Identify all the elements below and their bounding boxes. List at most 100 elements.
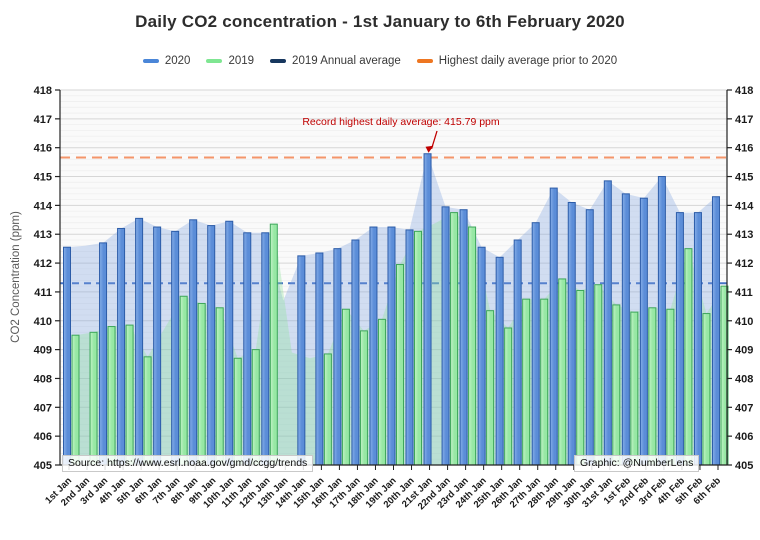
bar-2020-28th-jan xyxy=(549,187,558,466)
bar-2020-29th-jan xyxy=(567,202,576,466)
bar-2019-26th-jan xyxy=(522,298,531,466)
y-tick-label: 412 xyxy=(34,258,52,270)
bar-2019-27th-jan xyxy=(540,298,549,466)
bar-2019-28th-jan xyxy=(558,278,567,466)
bar-2020-12th-jan xyxy=(261,232,270,466)
bar-2019-5th-jan xyxy=(143,356,152,466)
legend-swatch-2019 xyxy=(206,59,223,63)
bar-2020-31st-jan xyxy=(603,180,612,466)
record-annotation: Record highest daily average: 415.79 ppm xyxy=(302,116,500,128)
bar-2020-22nd-jan xyxy=(441,206,450,466)
bar-2019-24th-jan xyxy=(486,310,495,466)
y-tick-label: 415 xyxy=(34,172,52,184)
bar-2020-8th-jan xyxy=(189,219,198,466)
legend-label: 2019 Annual average xyxy=(292,55,401,67)
bar-2020-23rd-jan xyxy=(459,209,468,466)
bar-2020-24th-jan xyxy=(477,246,486,466)
bar-2020-25th-jan xyxy=(495,256,504,466)
bar-2019-20th-jan xyxy=(414,230,423,466)
y-tick-label: 407 xyxy=(735,402,753,414)
chart-title: Daily CO2 concentration - 1st January to… xyxy=(135,12,625,31)
legend-item-2020: 2020 xyxy=(142,55,190,67)
y-tick-label: 413 xyxy=(735,229,753,241)
bar-2020-1st-feb xyxy=(621,193,630,466)
bar-2019-17th-jan xyxy=(359,330,368,466)
y-tick-label: 418 xyxy=(34,85,52,97)
bar-2019-1st-jan xyxy=(71,334,80,466)
bar-2019-23rd-jan xyxy=(468,226,477,466)
bar-2020-18th-jan xyxy=(369,226,378,466)
legend-label: Highest daily average prior to 2020 xyxy=(438,55,618,67)
y-tick-label: 413 xyxy=(34,229,52,241)
bar-2019-25th-jan xyxy=(504,327,513,466)
y-tick-label: 410 xyxy=(735,316,753,328)
bar-2019-18th-jan xyxy=(377,318,386,466)
bar-2020-17th-jan xyxy=(351,239,360,466)
bar-2019-3rd-feb xyxy=(666,308,675,466)
bar-2020-20th-jan xyxy=(405,229,414,466)
y-tick-label: 405 xyxy=(34,460,52,472)
bar-2020-11th-jan xyxy=(243,232,252,466)
y-tick-label: 415 xyxy=(735,172,753,184)
bar-2019-30th-jan xyxy=(594,284,603,466)
bar-2020-6th-jan xyxy=(153,226,162,466)
bar-2019-3rd-jan xyxy=(107,326,116,466)
bar-2020-4th-jan xyxy=(117,227,126,466)
bar-2019-11th-jan xyxy=(251,349,260,466)
legend-swatch-highest-daily xyxy=(416,59,433,63)
bar-2020-16th-jan xyxy=(333,248,342,466)
bar-2020-5th-feb xyxy=(693,212,702,466)
bar-2020-3rd-feb xyxy=(657,176,666,466)
y-tick-label: 417 xyxy=(34,114,52,126)
bar-2020-15th-jan xyxy=(315,252,324,466)
credit-note: Graphic: @NumberLens xyxy=(574,455,700,472)
y-tick-label: 411 xyxy=(735,287,753,299)
legend-item-annual-average: 2019 Annual average xyxy=(270,55,401,67)
bar-2020-1st-jan xyxy=(63,246,71,466)
bar-2019-15th-jan xyxy=(323,353,332,466)
chart-legend: 2020 2019 2019 Annual average Highest da… xyxy=(0,55,760,67)
bar-2019-16th-jan xyxy=(341,308,350,466)
bar-2019-29th-jan xyxy=(576,289,585,466)
bar-2020-2nd-feb xyxy=(639,197,648,466)
y-tick-label: 417 xyxy=(735,114,753,126)
bar-2020-19th-jan xyxy=(387,226,396,466)
y-tick-label: 409 xyxy=(735,345,753,357)
y-tick-label: 418 xyxy=(735,85,753,97)
bar-2020-5th-jan xyxy=(135,217,144,466)
bar-2019-8th-jan xyxy=(197,302,206,466)
y-tick-label: 416 xyxy=(34,143,52,155)
legend-swatch-2020 xyxy=(142,59,159,63)
bar-2019-4th-feb xyxy=(684,248,693,466)
bar-2019-19th-jan xyxy=(395,264,404,466)
bar-2020-6th-feb xyxy=(711,196,720,466)
bar-2020-14th-jan xyxy=(297,255,306,466)
bar-2020-9th-jan xyxy=(207,225,216,466)
y-tick-label: 406 xyxy=(34,431,52,443)
bar-2020-4th-feb xyxy=(675,212,684,466)
bar-2019-2nd-feb xyxy=(648,307,657,466)
bar-2020-26th-jan xyxy=(513,239,522,466)
source-note: Source: https://www.esrl.noaa.gov/gmd/cc… xyxy=(62,455,314,472)
bar-2020-27th-jan xyxy=(531,222,540,466)
bar-2019-1st-feb xyxy=(630,311,639,466)
bar-2019-5th-feb xyxy=(702,313,711,466)
legend-item-2019: 2019 xyxy=(206,55,254,67)
bar-2020-30th-jan xyxy=(585,209,594,466)
y-tick-label: 410 xyxy=(34,316,52,328)
y-tick-label: 409 xyxy=(34,345,52,357)
annotation-arrowhead xyxy=(425,145,434,153)
y-tick-label: 412 xyxy=(735,258,753,270)
bar-2019-12th-jan xyxy=(269,223,278,466)
bar-2019-22nd-jan xyxy=(450,212,459,466)
y-tick-label: 407 xyxy=(34,402,52,414)
y-tick-label: 416 xyxy=(735,143,753,155)
y-tick-label: 411 xyxy=(34,287,52,299)
bar-2019-31st-jan xyxy=(612,304,621,466)
y-tick-label: 406 xyxy=(735,431,753,443)
legend-label: 2019 xyxy=(228,55,255,67)
bar-2019-7th-jan xyxy=(179,295,188,466)
bar-2020-3rd-jan xyxy=(99,242,108,466)
y-tick-label: 414 xyxy=(735,200,754,212)
